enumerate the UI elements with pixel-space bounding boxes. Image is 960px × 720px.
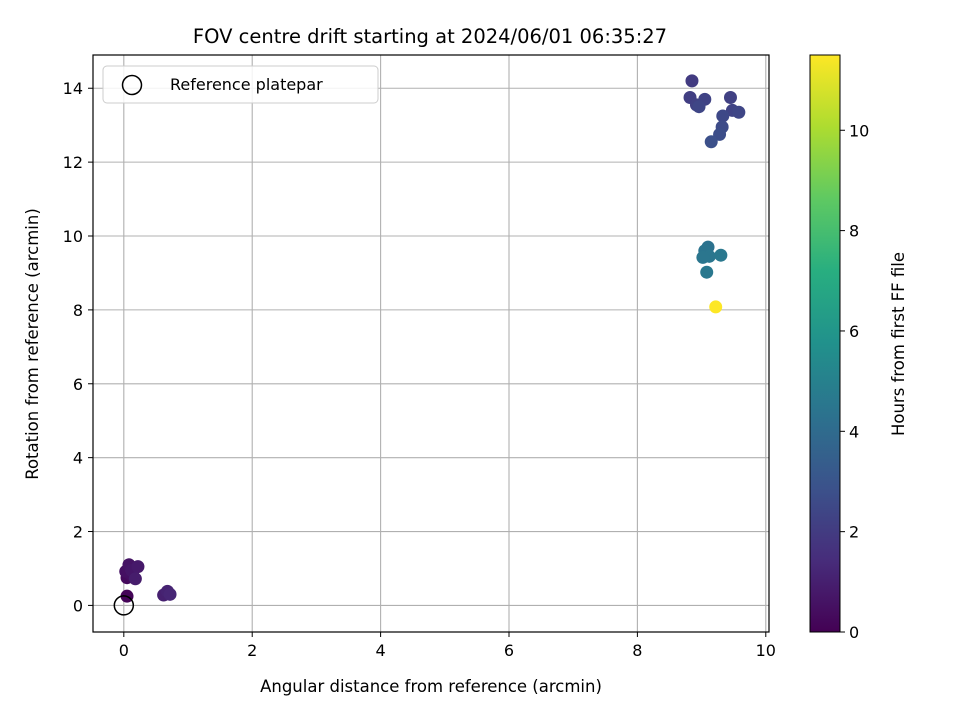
x-tick-label: 8 bbox=[632, 641, 642, 660]
x-tick-label: 6 bbox=[504, 641, 514, 660]
data-point bbox=[732, 105, 746, 119]
colorbar: 0 2 4 6 8 10 Hours from first FF file bbox=[809, 54, 908, 642]
data-point bbox=[131, 560, 145, 574]
y-tick-label: 8 bbox=[73, 301, 83, 320]
y-tick-label: 12 bbox=[63, 153, 83, 172]
y-tick-label: 14 bbox=[63, 79, 83, 98]
y-tick-label: 6 bbox=[73, 375, 83, 394]
y-tick-label: 0 bbox=[73, 596, 83, 615]
colorbar-tick-label: 8 bbox=[849, 222, 859, 241]
data-point bbox=[714, 248, 728, 262]
legend: Reference platepar bbox=[102, 65, 379, 104]
reference-platepar-marker bbox=[113, 595, 135, 616]
x-tick-label: 2 bbox=[247, 641, 257, 660]
data-point bbox=[685, 74, 699, 88]
data-point bbox=[700, 265, 714, 279]
colorbar-tick-label: 0 bbox=[849, 623, 859, 642]
y-axis-ticks: 0 2 4 6 8 10 12 14 bbox=[63, 79, 93, 615]
x-axis-ticks: 0 2 4 6 8 10 bbox=[119, 632, 776, 660]
data-point bbox=[709, 300, 723, 314]
data-point bbox=[716, 109, 730, 123]
colorbar-tick-label: 4 bbox=[849, 422, 859, 441]
y-tick-label: 4 bbox=[73, 449, 83, 468]
data-point bbox=[713, 127, 727, 141]
colorbar-ticks: 0 2 4 6 8 10 bbox=[840, 121, 869, 642]
plot-frame bbox=[92, 54, 770, 633]
y-axis-label: Rotation from reference (arcmin) bbox=[23, 208, 42, 480]
data-point bbox=[163, 587, 177, 601]
grid bbox=[93, 55, 769, 632]
y-tick-label: 2 bbox=[73, 523, 83, 542]
colorbar-tick-label: 6 bbox=[849, 322, 859, 341]
colorbar-tick-label: 10 bbox=[849, 121, 869, 140]
colorbar-label: Hours from first FF file bbox=[889, 252, 908, 436]
data-point bbox=[704, 135, 718, 149]
legend-label: Reference platepar bbox=[170, 75, 323, 94]
colorbar-gradient bbox=[809, 54, 841, 633]
data-points bbox=[119, 74, 746, 603]
legend-box bbox=[102, 65, 379, 104]
colorbar-tick-label: 2 bbox=[849, 523, 859, 542]
data-point bbox=[696, 250, 710, 264]
x-axis-label: Angular distance from reference (arcmin) bbox=[260, 677, 602, 696]
legend-marker-icon bbox=[121, 74, 143, 96]
chart-title: FOV centre drift starting at 2024/06/01 … bbox=[193, 25, 667, 48]
data-point bbox=[128, 572, 142, 586]
data-point bbox=[723, 90, 737, 104]
x-tick-label: 0 bbox=[119, 641, 129, 660]
x-tick-label: 10 bbox=[756, 641, 776, 660]
y-tick-label: 10 bbox=[63, 227, 83, 246]
data-point bbox=[692, 100, 706, 114]
x-tick-label: 4 bbox=[376, 641, 386, 660]
